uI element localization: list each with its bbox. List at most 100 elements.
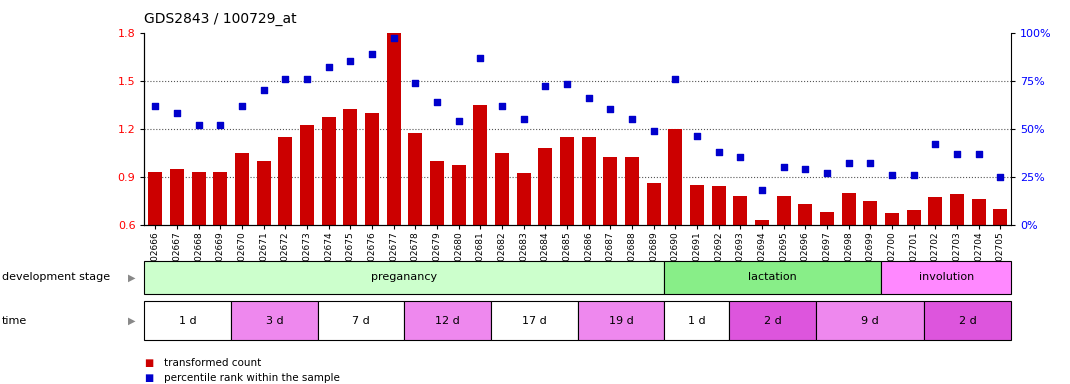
Text: lactation: lactation <box>748 272 797 283</box>
Bar <box>885 214 899 225</box>
Bar <box>972 199 985 225</box>
Point <box>840 160 857 166</box>
Text: 3 d: 3 d <box>265 316 284 326</box>
Point <box>948 151 965 157</box>
Bar <box>625 157 639 225</box>
Text: involution: involution <box>918 272 974 283</box>
Point <box>472 55 489 61</box>
Point <box>407 79 424 86</box>
Bar <box>386 33 400 225</box>
Point <box>992 174 1009 180</box>
Text: 1 d: 1 d <box>688 316 706 326</box>
Point <box>667 76 684 82</box>
Bar <box>582 137 596 225</box>
Point <box>385 35 402 41</box>
Text: 2 d: 2 d <box>959 316 977 326</box>
Bar <box>842 193 856 225</box>
Bar <box>170 169 184 225</box>
Point <box>299 76 316 82</box>
Bar <box>820 212 834 225</box>
Point <box>732 154 749 161</box>
Bar <box>690 185 704 225</box>
Bar <box>777 196 791 225</box>
Bar <box>409 134 423 225</box>
Bar <box>993 209 1007 225</box>
Bar <box>755 220 769 225</box>
Point <box>341 58 358 65</box>
Bar <box>491 301 578 340</box>
Bar <box>473 105 487 225</box>
Point <box>515 116 532 122</box>
Bar <box>213 172 227 225</box>
Text: ■: ■ <box>144 373 154 383</box>
Bar <box>882 261 1011 294</box>
Bar <box>144 301 231 340</box>
Bar <box>430 161 444 225</box>
Bar <box>235 153 249 225</box>
Text: 12 d: 12 d <box>435 316 460 326</box>
Bar <box>517 174 531 225</box>
Text: 19 d: 19 d <box>609 316 633 326</box>
Bar <box>144 261 664 294</box>
Bar <box>300 126 314 225</box>
Bar <box>664 261 882 294</box>
Point <box>364 51 381 57</box>
Point <box>168 110 185 116</box>
Bar <box>669 129 683 225</box>
Bar <box>950 194 964 225</box>
Text: 9 d: 9 d <box>861 316 880 326</box>
Point <box>147 103 164 109</box>
Point <box>819 170 836 176</box>
Point <box>601 106 618 113</box>
Point <box>450 118 468 124</box>
Point <box>190 122 208 128</box>
Bar <box>192 172 205 225</box>
Bar <box>733 196 747 225</box>
Text: 7 d: 7 d <box>352 316 370 326</box>
Point <box>624 116 641 122</box>
Text: GDS2843 / 100729_at: GDS2843 / 100729_at <box>144 12 297 25</box>
Bar <box>924 301 1011 340</box>
Bar <box>560 137 574 225</box>
Bar <box>149 172 163 225</box>
Bar <box>231 301 318 340</box>
Text: 17 d: 17 d <box>522 316 547 326</box>
Bar <box>322 118 336 225</box>
Point <box>927 141 944 147</box>
Point <box>559 81 576 88</box>
Point <box>970 151 988 157</box>
Point <box>775 164 792 170</box>
Point <box>580 95 597 101</box>
Text: 2 d: 2 d <box>764 316 782 326</box>
Bar <box>343 109 357 225</box>
Bar <box>906 210 920 225</box>
Bar <box>452 166 465 225</box>
Point <box>277 76 294 82</box>
Point <box>688 133 705 139</box>
Point <box>645 127 662 134</box>
Point <box>884 172 901 178</box>
Point <box>212 122 229 128</box>
Point <box>905 172 922 178</box>
Text: development stage: development stage <box>2 272 110 283</box>
Bar <box>495 153 509 225</box>
Point <box>320 64 337 70</box>
Text: ■: ■ <box>144 358 154 368</box>
Bar <box>646 183 660 225</box>
Bar <box>257 161 271 225</box>
Bar <box>798 204 812 225</box>
Bar <box>816 301 924 340</box>
Bar <box>365 113 379 225</box>
Point <box>753 187 770 193</box>
Point <box>255 87 272 93</box>
Text: 1 d: 1 d <box>179 316 197 326</box>
Bar <box>712 186 725 225</box>
Point <box>493 103 510 109</box>
Bar <box>278 137 292 225</box>
Bar <box>929 197 943 225</box>
Text: ▶: ▶ <box>128 272 136 283</box>
Point <box>233 103 250 109</box>
Bar <box>730 301 816 340</box>
Bar <box>318 301 404 340</box>
Text: ▶: ▶ <box>128 316 136 326</box>
